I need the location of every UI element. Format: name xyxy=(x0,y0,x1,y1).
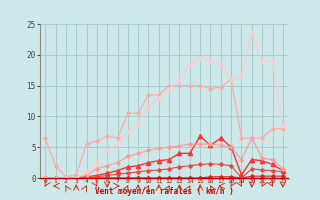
X-axis label: Vent moyen/en rafales ( km/h ): Vent moyen/en rafales ( km/h ) xyxy=(95,187,233,196)
